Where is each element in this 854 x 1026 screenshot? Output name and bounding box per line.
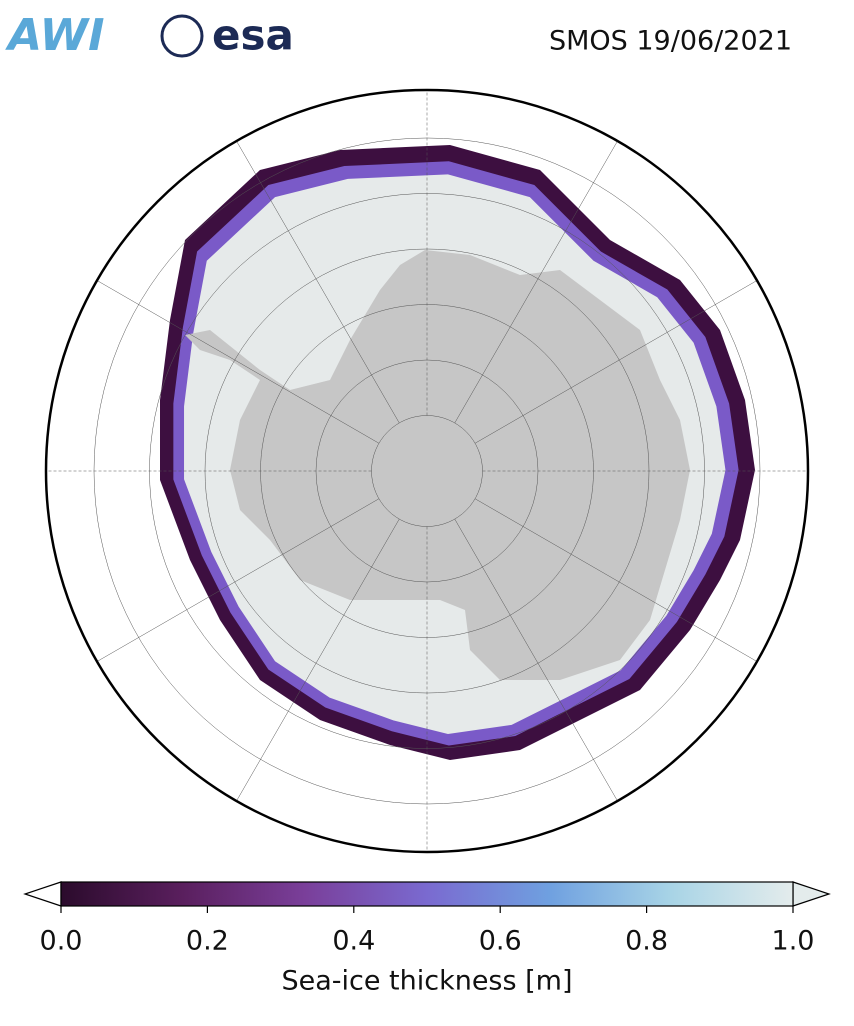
colorbar: Sea-ice thickness [m] 0.0 0.2 0.4 0.6 0.8 1.0 [23, 881, 831, 997]
map-boundary [44, 88, 810, 854]
map-area [46, 90, 808, 852]
colorbar-gradient [60, 881, 794, 907]
colorbar-tick-label: 0.8 [625, 926, 668, 957]
colorbar-extend-high [792, 881, 831, 907]
graticule [46, 90, 808, 852]
esa-logo: esa [212, 11, 294, 60]
colorbar-extend-low [23, 881, 62, 907]
meridian [80, 498, 380, 672]
awi-logo: AWI [5, 10, 105, 61]
meridian [226, 518, 400, 818]
map-title: SMOS 19/06/2021 [549, 26, 792, 57]
meridian [454, 124, 628, 424]
colorbar-tick-label: 1.0 [772, 926, 815, 957]
colorbar-tick-label: 0.2 [186, 926, 229, 957]
colorbar-tick-label: 0.4 [332, 926, 375, 957]
colorbar-tick-label: 0.6 [479, 926, 522, 957]
meridian [454, 518, 628, 818]
antarctica [185, 250, 690, 680]
colorbar-tick-label: 0.0 [40, 926, 83, 957]
meridian [80, 270, 380, 444]
esa-emblem [160, 14, 204, 58]
meridian [474, 270, 774, 444]
meridian [474, 498, 774, 672]
meridian [226, 124, 400, 424]
colorbar-label: Sea-ice thickness [m] [281, 966, 572, 997]
